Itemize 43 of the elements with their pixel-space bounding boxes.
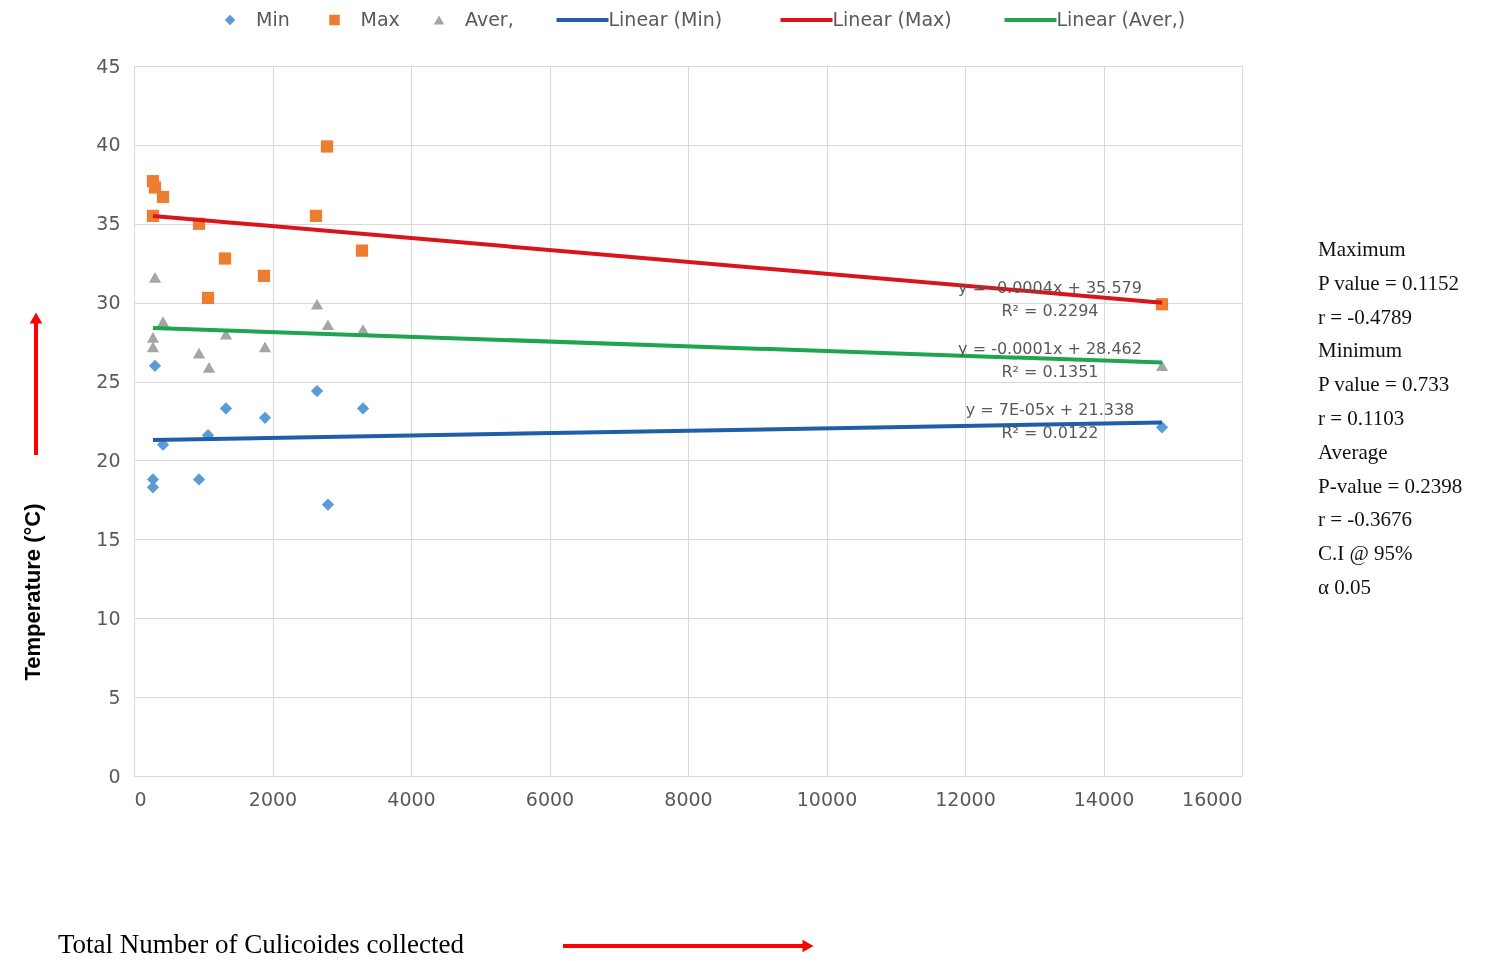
x-tick-label: 14000 bbox=[1073, 787, 1135, 810]
text: r = -0.3676 bbox=[1318, 507, 1413, 532]
text: P value = 0.1152 bbox=[1318, 270, 1459, 295]
y-tick-label: 20 bbox=[96, 448, 121, 471]
y-tick-label: 5 bbox=[108, 685, 121, 708]
text: P value = 0.733 bbox=[1318, 372, 1450, 397]
x-tick-label: 12000 bbox=[935, 787, 996, 810]
legend-label: Max bbox=[360, 8, 400, 30]
x-tick-label: 2000 bbox=[248, 787, 298, 810]
text: r = 0.1103 bbox=[1318, 406, 1405, 430]
legend-label: Min bbox=[256, 8, 290, 30]
y-tick-label: 30 bbox=[96, 291, 121, 314]
x-tick-label: 6000 bbox=[525, 787, 575, 810]
y-axis-title: Temperature (°C) bbox=[20, 503, 45, 681]
text: α 0.05 bbox=[1318, 575, 1372, 599]
x-tick-label: 4000 bbox=[387, 787, 436, 810]
y-tick-label: 10 bbox=[96, 606, 121, 629]
x-tick-label: 8000 bbox=[664, 787, 713, 810]
annotation: R² = 0.2294 bbox=[1001, 301, 1099, 320]
y-tick-label: 40 bbox=[96, 133, 121, 156]
x-tick-label: 10000 bbox=[796, 787, 858, 810]
annotation: R² = 0.0122 bbox=[1001, 423, 1099, 442]
legend-label: Linear (Aver,) bbox=[1056, 8, 1186, 30]
text: Maximum bbox=[1318, 237, 1406, 261]
x-tick-label: 0 bbox=[134, 787, 147, 810]
x-tick-label: 16000 bbox=[1182, 787, 1243, 810]
annotation: y = 7E-05x + 21.338 bbox=[965, 400, 1135, 419]
text: P-value = 0.2398 bbox=[1318, 473, 1463, 498]
x-axis-title: Total Number of Culicoides collected bbox=[58, 929, 465, 959]
text: r = -0.4789 bbox=[1318, 304, 1413, 329]
legend-label: Aver, bbox=[465, 8, 514, 30]
annotation: R² = 0.1351 bbox=[1001, 362, 1099, 381]
text: Minimum bbox=[1318, 338, 1403, 363]
y-tick-label: 15 bbox=[96, 527, 121, 550]
legend-label: Linear (Max) bbox=[832, 8, 952, 30]
text: C.I @ 95% bbox=[1318, 541, 1413, 566]
y-tick-label: 25 bbox=[96, 370, 121, 393]
legend-label: Linear (Min) bbox=[608, 8, 723, 30]
annotation: y = -0.0001x + 28.462 bbox=[958, 339, 1142, 358]
y-tick-label: 0 bbox=[108, 764, 121, 787]
y-tick-label: 45 bbox=[96, 54, 121, 77]
text: Average bbox=[1318, 439, 1388, 464]
y-tick-label: 35 bbox=[96, 212, 121, 235]
